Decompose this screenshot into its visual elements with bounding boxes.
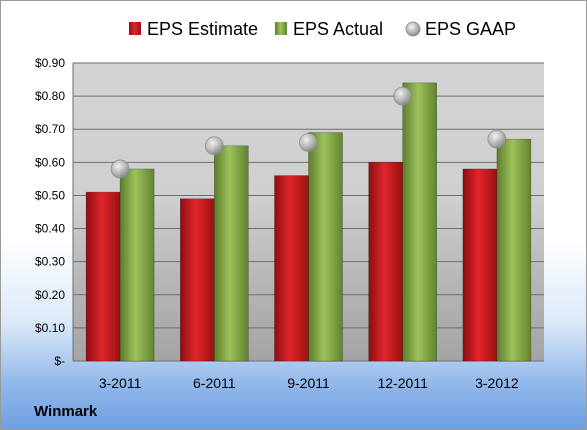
eps-actual-bar (214, 145, 249, 362)
legend-swatch-eps-actual (275, 22, 287, 35)
x-tick-label: 12-2011 (378, 375, 429, 391)
y-tick-label: $0.70 (35, 122, 65, 136)
eps-actual-bar (119, 168, 155, 362)
eps-actual-bar (496, 138, 532, 362)
eps-gaap-marker (204, 136, 224, 156)
legend-label-eps-actual: EPS Actual (293, 19, 383, 39)
x-tick-label: 3-2011 (99, 375, 142, 391)
y-tick-label: $0.40 (35, 222, 65, 236)
y-tick-label: $0.90 (35, 56, 65, 70)
eps-estimate-bar (462, 168, 498, 362)
legend-swatch-eps-gaap (405, 21, 421, 37)
x-tick-label: 3-2012 (475, 375, 519, 391)
y-tick-label: $- (54, 354, 65, 368)
legend-label-eps-gaap: EPS GAAP (425, 19, 516, 39)
eps-actual-bar (402, 82, 438, 362)
y-tick-label: $0.80 (35, 89, 65, 103)
eps-gaap-marker (110, 159, 130, 179)
eps-gaap-marker (487, 129, 507, 149)
eps-estimate-bar (368, 162, 404, 362)
eps-estimate-bar (180, 198, 215, 362)
y-tick-label: $0.30 (35, 255, 65, 269)
eps-gaap-marker (299, 133, 318, 152)
x-tick-label: 6-2011 (193, 375, 236, 391)
company-name: Winmark (34, 403, 98, 420)
eps-estimate-bar (274, 175, 309, 362)
x-tick-label: 9-2011 (287, 375, 330, 391)
y-tick-label: $0.10 (35, 321, 65, 335)
legend-swatch-eps-estimate (129, 22, 141, 35)
y-tick-label: $0.50 (35, 188, 65, 202)
legend-label-eps-estimate: EPS Estimate (147, 19, 258, 39)
y-tick-label: $0.60 (35, 155, 65, 169)
y-tick-label: $0.20 (35, 288, 65, 302)
eps-gaap-marker (393, 86, 413, 106)
eps-actual-bar (308, 132, 343, 362)
eps-estimate-bar (85, 191, 121, 362)
